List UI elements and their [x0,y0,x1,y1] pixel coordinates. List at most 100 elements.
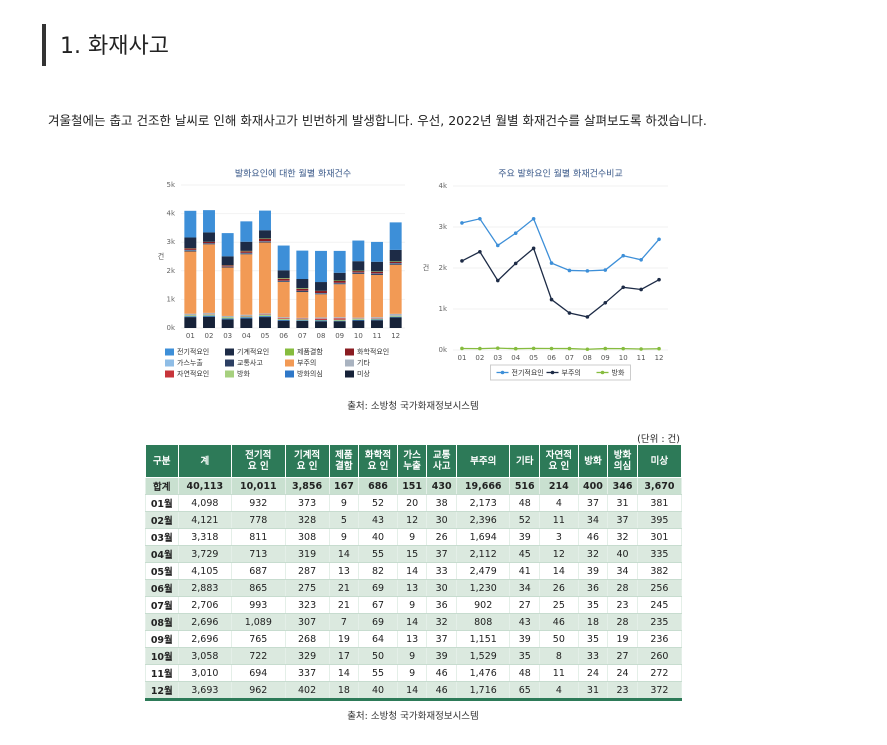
y-axis-label: 건 [423,263,429,272]
bar-segment [352,273,365,318]
bar-segment [296,288,309,291]
table-row: 합계 40,113 10,011 3,856 167 686 151 430 19,666 516… [145,477,683,495]
column-header: 미상 [636,444,683,478]
bar-segment [352,271,365,273]
table-cell: 40 [358,681,398,700]
table-row: 02월 4,121 778 328 5 43 12 30 2,396 52 11 34 37 395 [145,511,683,529]
bar-segment [389,222,402,250]
table-cell: 52 [509,511,541,529]
table-row: 06월 2,883 865 275 21 69 13 30 1,230 34 26 36 28 256 [145,579,683,597]
table-cell: 33 [577,647,609,665]
table-cell: 687 [231,562,286,580]
x-tick-label: 04 [242,332,251,340]
bar-segment [333,280,346,281]
table-cell: 516 [509,477,541,495]
table-cell: 4,121 [177,511,233,529]
bar-segment [184,317,197,328]
point [567,346,572,351]
table-cell: 268 [284,630,330,648]
table-cell: 14 [328,545,360,563]
table-cell: 35 [577,596,609,614]
legend-swatch [345,370,354,378]
table-cell: 31 [607,494,638,512]
bar-segment [371,261,383,272]
column-header: 교통 사고 [426,444,457,478]
bar-segment [277,281,290,318]
point [567,268,572,273]
bar-segment [259,230,271,239]
legend-swatch [165,370,174,378]
point [513,261,518,266]
table-cell: 151 [396,477,428,495]
table-cell: 07월 [145,596,179,614]
bar-segment [371,318,383,320]
table-cell: 52 [358,494,398,512]
bar-segment [277,245,290,271]
table-cell: 02월 [145,511,179,529]
bar-segment [184,237,197,249]
x-tick-label: 01 [457,354,466,362]
table-cell: 14 [396,681,428,700]
table-cell: 9 [396,647,428,665]
table-cell: 19 [328,630,360,648]
table-cell: 10월 [145,647,179,665]
bar-segment [240,317,253,319]
table-cell: 31 [577,681,609,700]
table-cell: 64 [358,630,398,648]
chart-title: 발화요인에 대한 월별 화재건수 [235,168,351,180]
table-cell: 50 [358,647,398,665]
table-cell: 18 [577,613,609,631]
x-tick-label: 05 [261,332,270,340]
legend-marker [600,370,605,375]
legend-swatch [345,348,354,356]
bar-segment [333,284,346,318]
chart-title: 주요 발화요인 월별 화재건수비교 [498,168,623,180]
bar-segment [203,210,215,233]
point [513,231,518,235]
bar-segment [296,279,309,289]
x-tick-label: 12 [391,332,400,340]
point [549,346,554,351]
point [657,346,661,351]
table-row: 12월 3,693 962 402 18 40 14 46 1,716 65 4 31 23 372 [145,681,683,700]
point [478,249,482,254]
table-cell: 67 [358,596,398,614]
x-tick-label: 02 [475,354,484,362]
column-header: 제품 결함 [328,444,360,478]
table-cell: 69 [358,613,398,631]
heading: 1. 화재사고 [60,34,169,59]
bar-segment [203,241,215,244]
header-row: 구분 계 전기적 요 인 기계적 요 인 제품 결함 화학적 요 인 가스 누출 교통 사고 부… [145,444,683,478]
point [657,237,661,242]
legend-label: 방화 [237,369,250,378]
bar-segment [203,312,215,315]
bar-segment [184,315,197,317]
legend-swatch [165,348,174,356]
point [460,221,464,225]
table-cell: 9 [328,528,360,546]
table-cell: 48 [509,494,541,512]
column-header: 기계적 요 인 [284,444,330,478]
table-cell: 3,670 [636,477,683,495]
table-cell: 27 [607,647,638,665]
column-header: 방화 의심 [607,444,638,478]
legend-label: 방화의심 [297,369,323,378]
bar-segment [221,256,234,266]
legend-label: 제품결함 [297,347,323,356]
table-cell: 26 [426,528,457,546]
legend-label: 가스누출 [177,358,203,367]
point [603,346,608,351]
bar-segment [240,316,253,318]
legend-marker [550,370,555,375]
legend-swatch [345,359,354,367]
bar-segment [184,249,197,251]
bar-segment [184,248,197,250]
table-cell: 382 [636,562,683,580]
bar-segment [259,238,271,242]
bar-segment [184,316,197,318]
table-row: 05월 4,105 687 287 13 82 14 33 2,479 41 14 39 34 382 [145,562,683,580]
bar-segment [184,251,197,314]
table-cell: 9 [328,494,360,512]
table-cell: 82 [358,562,398,580]
